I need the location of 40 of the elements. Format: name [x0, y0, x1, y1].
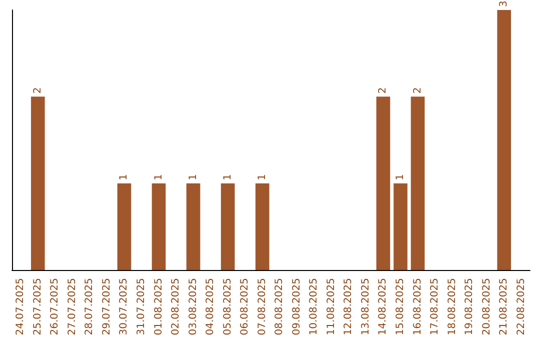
x-tick-label: 30.07.2025 — [118, 278, 130, 336]
x-tick-label: 26.07.2025 — [50, 278, 61, 336]
x-tick-label: 22.08.2025 — [516, 278, 527, 336]
x-tick-label: 21.08.2025 — [498, 278, 510, 336]
x-tick-label: 11.08.2025 — [326, 278, 337, 336]
data-label: 1 — [153, 174, 164, 180]
x-tick-label: 31.07.2025 — [136, 278, 147, 336]
x-tick-label: 01.08.2025 — [153, 278, 164, 336]
x-tick-label: 16.08.2025 — [412, 278, 424, 336]
x-tick-label: 17.08.2025 — [430, 278, 441, 336]
x-tick-label: 03.08.2025 — [188, 278, 199, 336]
data-label: 2 — [32, 87, 44, 94]
x-tick-label: 20.08.2025 — [481, 278, 492, 336]
x-tick-label: 14.08.2025 — [378, 278, 389, 336]
data-label: 1 — [222, 174, 234, 180]
data-label: 2 — [378, 87, 389, 94]
x-tick-label: 05.08.2025 — [222, 278, 234, 336]
x-tick-label: 25.07.2025 — [32, 278, 44, 336]
x-tick-label: 29.07.2025 — [101, 278, 112, 336]
x-tick-label: 06.08.2025 — [240, 278, 251, 336]
data-label: 2 — [412, 87, 424, 94]
x-tick-label: 15.08.2025 — [395, 278, 406, 336]
x-tick-label: 27.07.2025 — [66, 278, 78, 336]
x-tick-label: 19.08.2025 — [464, 278, 476, 336]
x-tick-label: 10.08.2025 — [308, 278, 320, 336]
data-label: 3 — [498, 0, 510, 7]
data-label: 1 — [118, 174, 130, 180]
x-tick-label: 07.08.2025 — [256, 278, 268, 336]
x-tick-label: 09.08.2025 — [291, 278, 302, 336]
x-tick-label: 04.08.2025 — [205, 278, 216, 336]
x-tick-label: 24.07.2025 — [15, 278, 26, 336]
x-tick-label: 28.07.2025 — [84, 278, 96, 336]
x-tick-label: 02.08.2025 — [170, 278, 182, 336]
x-tick-label: 18.08.2025 — [446, 278, 458, 336]
x-tick-label: 12.08.2025 — [343, 278, 354, 336]
data-label: 1 — [256, 174, 268, 180]
data-label: 1 — [395, 174, 406, 180]
x-tick-label: 08.08.2025 — [274, 278, 286, 336]
x-tick-label: 13.08.2025 — [360, 278, 372, 336]
data-label: 1 — [188, 174, 199, 180]
